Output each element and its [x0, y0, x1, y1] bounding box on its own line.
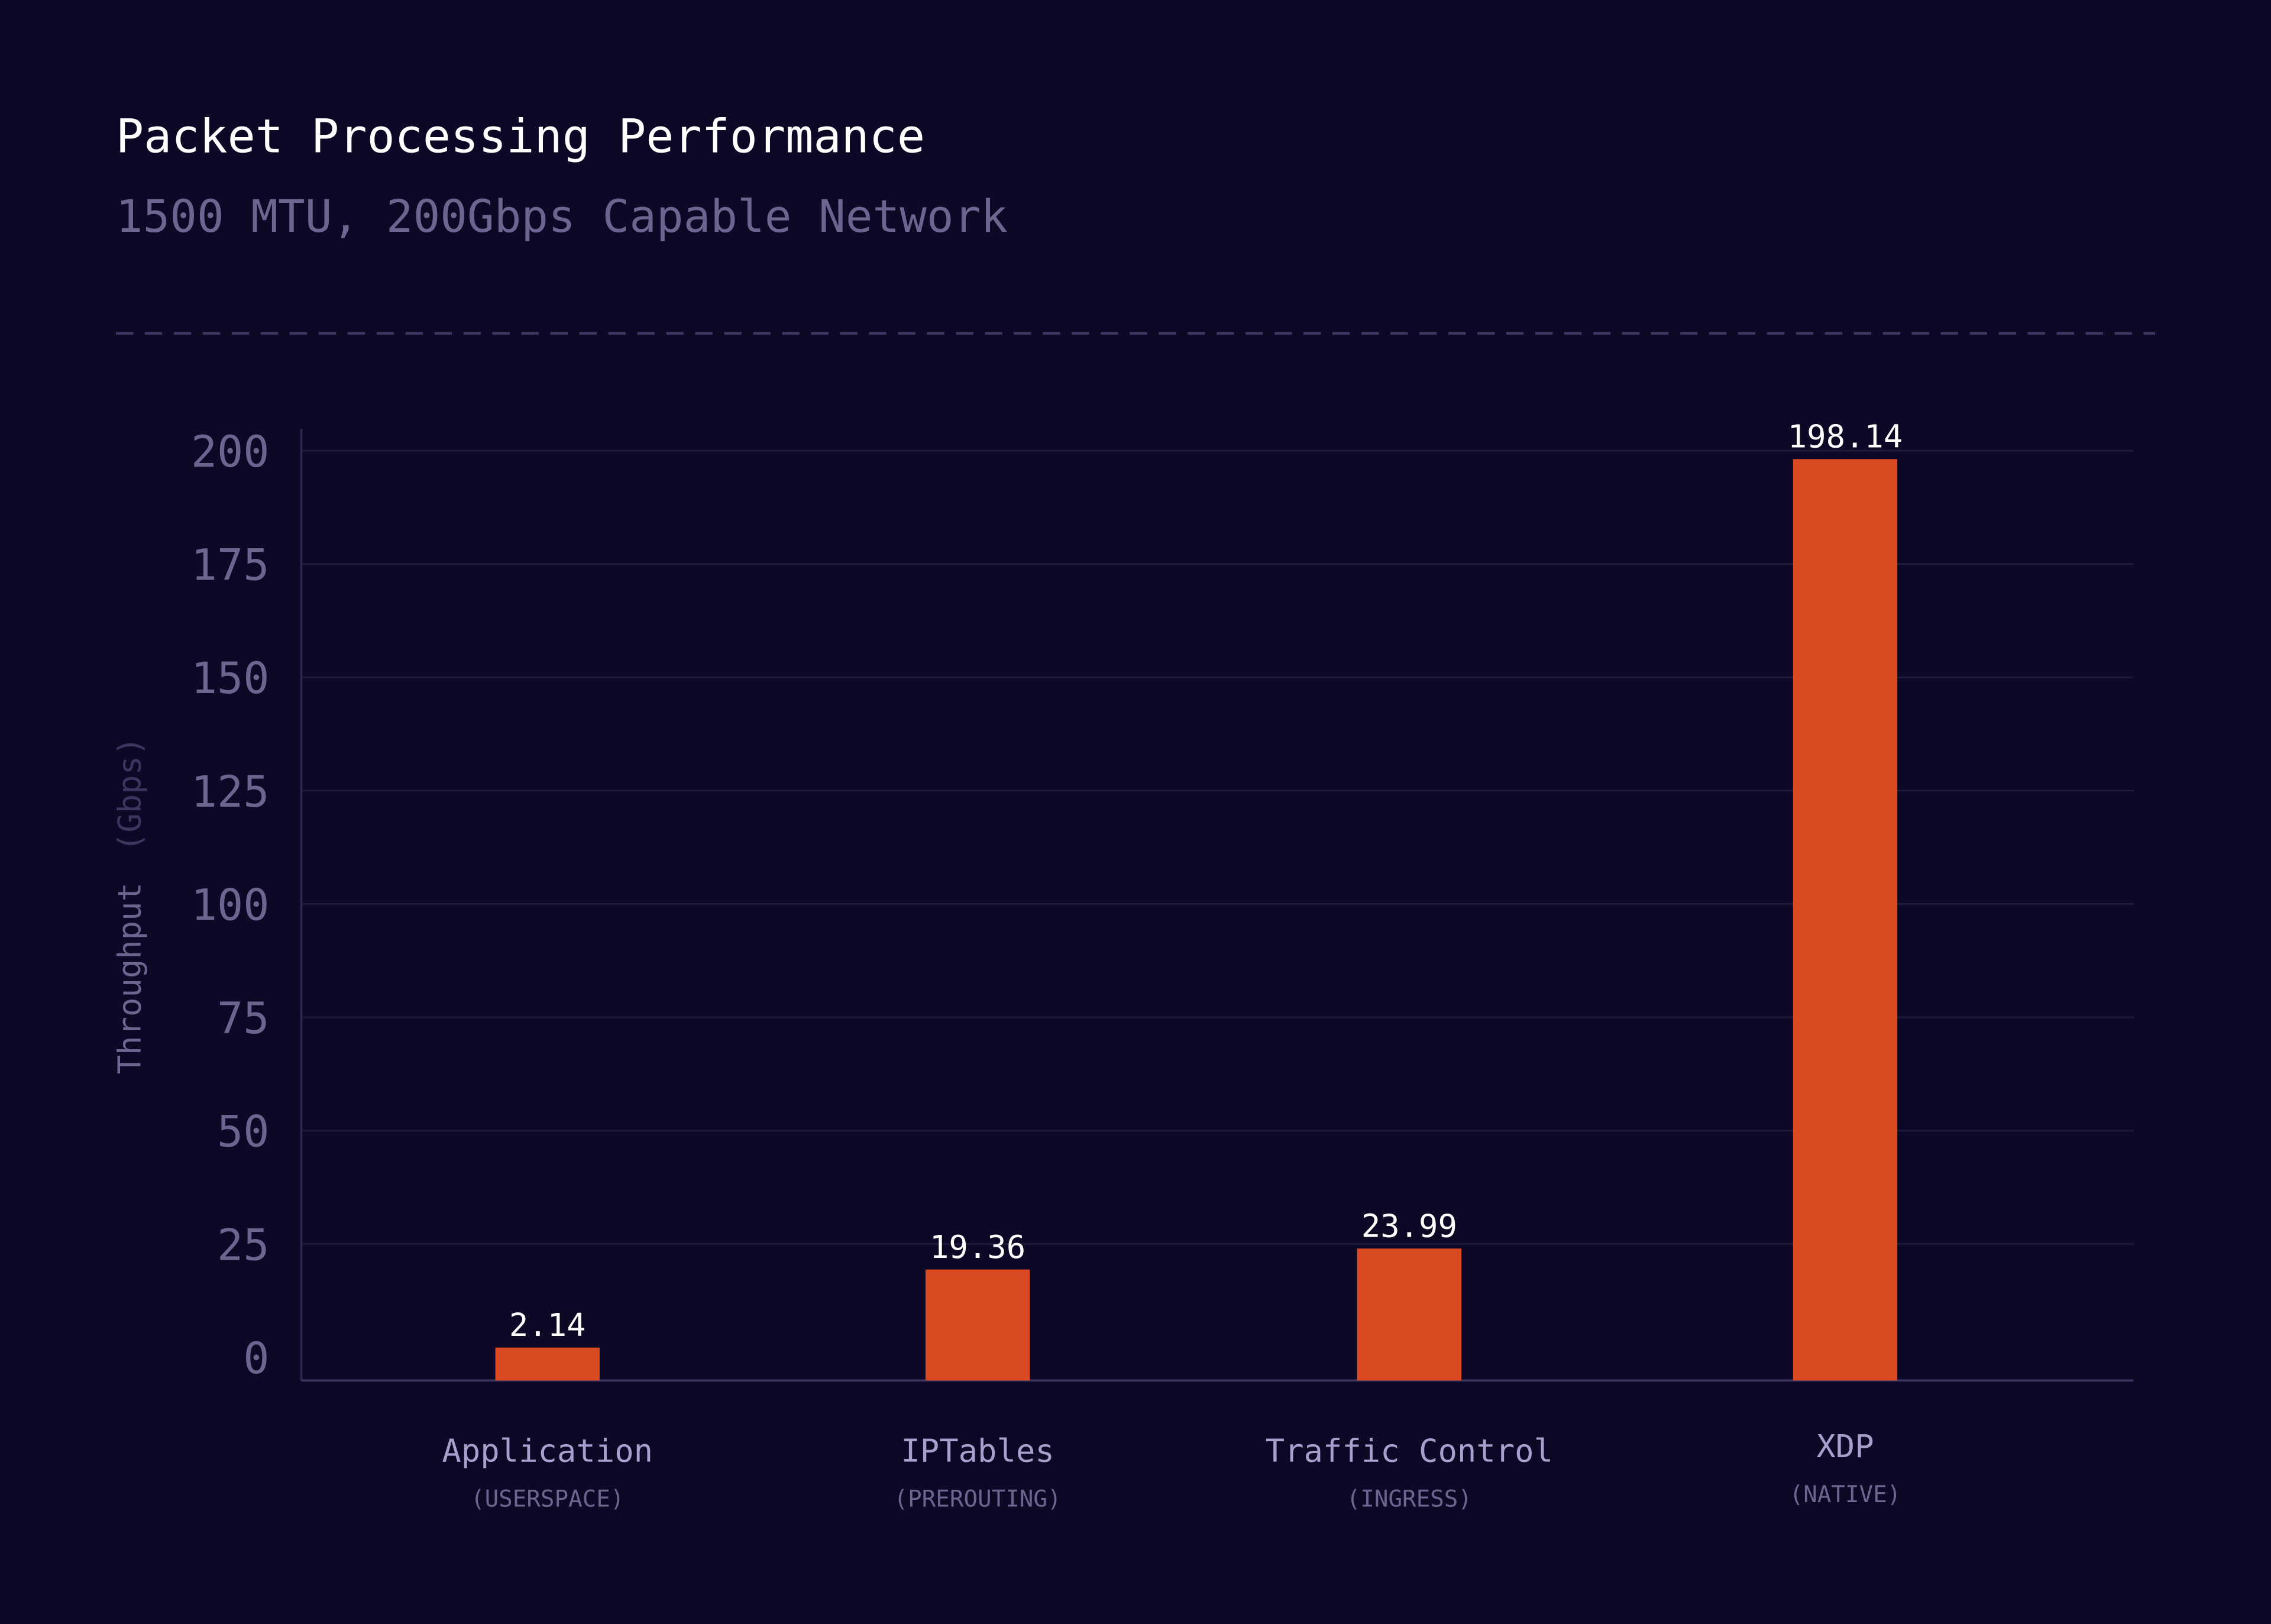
y-tick-label: 25: [217, 1220, 269, 1270]
bar: [495, 1347, 600, 1381]
bar-value-label: 2.14: [509, 1306, 586, 1344]
y-tick-label: 100: [191, 880, 270, 930]
bar: [1357, 1248, 1462, 1381]
y-axis-label: Throughput (Gbps): [111, 737, 148, 1075]
y-tick-label: 75: [217, 994, 269, 1044]
y-tick-label: 200: [191, 427, 270, 477]
y-axis-title: Throughput: [111, 882, 148, 1074]
y-axis-unit: (Gbps): [111, 737, 148, 852]
y-tick-label: 50: [217, 1107, 269, 1157]
category-sublabel: (USERSPACE): [471, 1486, 624, 1512]
bars: 2.14 Application (USERSPACE) 19.36 IPTables (…: [442, 418, 1903, 1513]
chart-title: Packet Processing Performance: [116, 109, 925, 163]
bar-value-label: 19.36: [930, 1228, 1025, 1266]
bar-value-label: 198.14: [1788, 418, 1903, 455]
y-tick-label: 175: [191, 541, 270, 591]
y-tick-label: 150: [191, 654, 270, 704]
category-label: IPTables: [901, 1432, 1054, 1469]
bar-value-label: 23.99: [1361, 1208, 1457, 1245]
chart-subtitle: 1500 MTU, 200Gbps Capable Network: [116, 190, 1008, 242]
bar: [925, 1269, 1030, 1381]
y-tick-label: 0: [243, 1334, 269, 1384]
category-label: XDP: [1816, 1428, 1874, 1465]
category-label: Traffic Control: [1266, 1432, 1553, 1469]
category-label: Application: [442, 1432, 653, 1469]
bar: [1793, 459, 1898, 1381]
y-tick-label: 125: [191, 767, 270, 817]
y-tick-labels: 0 25 50 75 100 125 150 175 200: [191, 427, 270, 1384]
category-sublabel: (NATIVE): [1790, 1481, 1901, 1508]
category-sublabel: (PREROUTING): [894, 1486, 1062, 1512]
category-sublabel: (INGRESS): [1347, 1486, 1472, 1512]
